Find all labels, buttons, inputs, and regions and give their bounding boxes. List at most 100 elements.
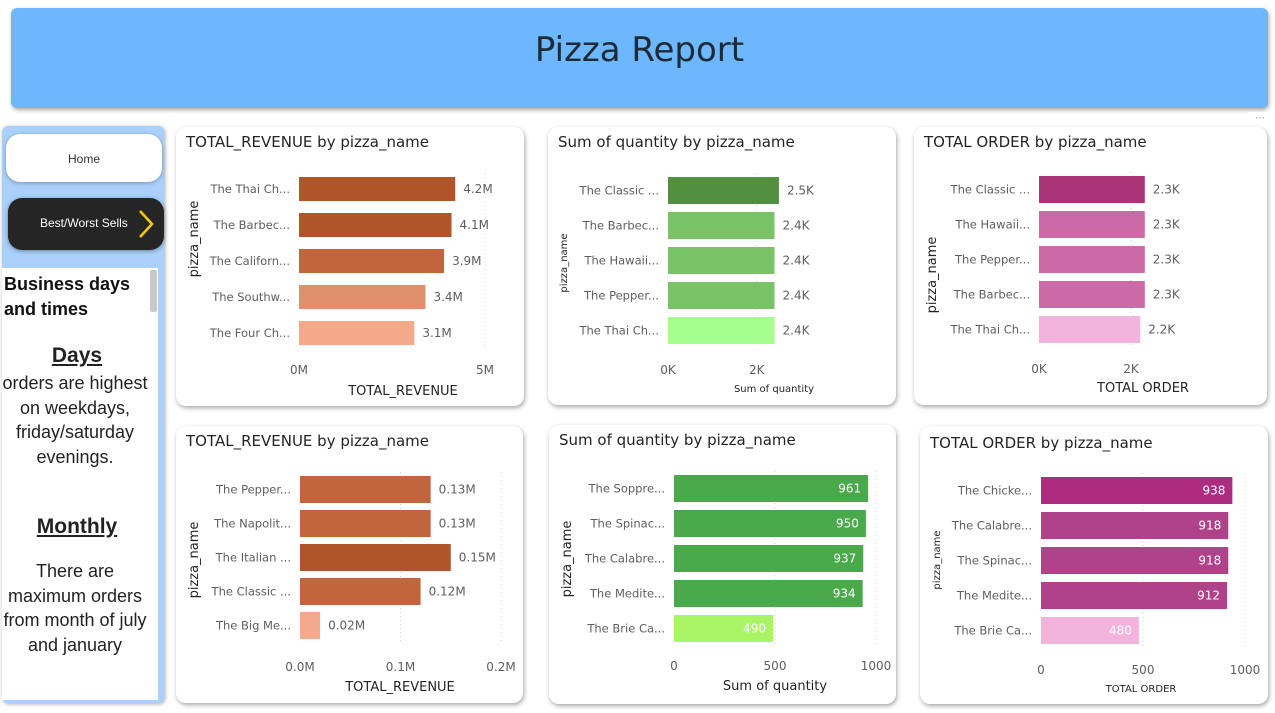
category-label: The Calabre... <box>584 552 665 566</box>
best-worst-sells-button[interactable]: Best/Worst Sells <box>8 198 164 250</box>
data-label: 480 <box>1109 624 1132 638</box>
category-label: The Medite... <box>589 587 665 601</box>
x-tick-label: 0.0M <box>285 660 314 674</box>
bar[interactable] <box>1041 617 1139 644</box>
bar[interactable] <box>1039 176 1145 203</box>
quantity-bottom-chart[interactable]: Sum of quantity by pizza_name 0 500 1000 Th… <box>549 425 896 704</box>
category-label: The Thai Ch... <box>578 324 659 338</box>
bar[interactable] <box>668 177 779 204</box>
category-label: The Barbec... <box>953 288 1030 302</box>
data-label: 0.15M <box>459 551 496 565</box>
category-label: The Spinac... <box>590 517 665 531</box>
bar[interactable] <box>300 510 431 537</box>
orders-bottom-chart[interactable]: TOTAL ORDER by pizza_name 0 500 1000 The Ch… <box>920 426 1268 704</box>
y-axis-title: pizza_name <box>187 201 202 278</box>
revenue-top-chart[interactable]: TOTAL_REVENUE by pizza_name 0M 5M The Thai… <box>176 127 524 406</box>
orders-top-chart[interactable]: TOTAL ORDER by pizza_name 0K 2K The Classi… <box>914 127 1267 405</box>
x-tick-label: 2K <box>749 363 766 377</box>
bar[interactable] <box>300 578 421 605</box>
category-label: The Southw... <box>211 290 290 304</box>
category-label: The Chicke... <box>957 484 1032 498</box>
category-label: The Medite... <box>956 589 1032 603</box>
bar[interactable] <box>299 321 415 345</box>
bar[interactable] <box>1041 477 1233 504</box>
revenue-bottom-chart-svg: 0.0M 0.1M 0.2M The Pepper... 0.13M The Napoli… <box>187 472 516 695</box>
data-label: 0.13M <box>439 517 476 531</box>
bar[interactable] <box>1041 512 1229 539</box>
x-tick-label: 2K <box>1123 362 1140 376</box>
quantity-top-chart[interactable]: Sum of quantity by pizza_name 0K 2K The Cl… <box>548 127 896 405</box>
bar[interactable] <box>1039 316 1141 343</box>
y-axis-title: pizza_name <box>925 237 940 314</box>
x-tick-label: 1000 <box>1230 663 1261 677</box>
home-button[interactable]: Home <box>6 134 162 182</box>
data-label: 4.2M <box>463 182 492 196</box>
data-label: 2.3K <box>1153 218 1181 232</box>
textbox-scrollbar[interactable] <box>150 270 157 312</box>
bar[interactable] <box>299 249 445 273</box>
bar[interactable] <box>674 580 863 607</box>
chart-title: Sum of quantity by pizza_name <box>559 431 796 449</box>
chart-title: TOTAL_REVENUE by pizza_name <box>186 133 430 151</box>
category-label: The Napolit... <box>213 517 291 531</box>
data-label: 3.1M <box>422 326 451 340</box>
orders-bottom-chart-svg: 0 500 1000 The Chicke... 938 The Calabre... 91… <box>932 473 1261 695</box>
x-tick-label: 0 <box>670 659 678 673</box>
bar[interactable] <box>1039 281 1145 308</box>
category-label: The Brie Ca... <box>586 622 665 636</box>
category-label: The Pepper... <box>215 483 291 497</box>
bar[interactable] <box>300 476 431 503</box>
insights-textbox <box>2 268 158 700</box>
category-label: The Hawaii... <box>583 254 659 268</box>
data-label: 2.3K <box>1153 288 1181 302</box>
bar[interactable] <box>668 212 775 239</box>
x-tick-label: 0K <box>1031 362 1048 376</box>
data-label: 2.4K <box>783 254 811 268</box>
orders-top-chart-svg: 0K 2K The Classic ... 2.3K The Hawaii... 2.3K… <box>925 172 1189 396</box>
bar[interactable] <box>1041 582 1228 609</box>
bar[interactable] <box>300 544 451 571</box>
data-label: 2.3K <box>1153 253 1181 267</box>
bar[interactable] <box>674 545 864 572</box>
chart-title: TOTAL ORDER by pizza_name <box>924 133 1147 151</box>
more-options-icon[interactable]: ⋯ <box>1248 112 1272 126</box>
quantity-bottom-chart-svg: 0 500 1000 The Soppre... 961 The Spinac... 950… <box>560 471 892 694</box>
bar[interactable] <box>674 475 869 502</box>
x-tick-label: 0 <box>1037 663 1045 677</box>
x-axis-title: Sum of quantity <box>723 679 827 694</box>
days-text: orders are highest on weekdays, friday/s… <box>2 373 148 467</box>
monthly-text: There are maximum orders from month of j… <box>3 561 147 655</box>
category-label: The Four Ch... <box>209 326 290 340</box>
report-header: Pizza Report <box>11 8 1268 108</box>
bar[interactable] <box>674 510 866 537</box>
x-tick-label: 1000 <box>861 659 892 673</box>
category-label: The Barbec... <box>213 218 290 232</box>
bar[interactable] <box>1039 211 1145 238</box>
x-tick-label: 0K <box>660 363 677 377</box>
bar[interactable] <box>668 317 775 344</box>
monthly-title: Monthly <box>36 515 118 538</box>
bar[interactable] <box>299 285 426 309</box>
bar[interactable] <box>1041 547 1229 574</box>
data-label: 961 <box>838 482 861 496</box>
bar[interactable] <box>668 282 775 309</box>
category-label: The Classic ... <box>579 184 659 198</box>
category-label: The Thai Ch... <box>209 182 290 196</box>
data-label: 3.9M <box>452 254 481 268</box>
x-axis-title: Sum of quantity <box>734 384 814 395</box>
bar[interactable] <box>674 615 773 642</box>
data-label: 937 <box>833 552 856 566</box>
quantity-top-chart-svg: 0K 2K The Classic ... 2.5K The Barbec... 2.4K… <box>559 173 815 395</box>
page-title: Pizza Report <box>534 30 745 70</box>
revenue-bottom-chart[interactable]: TOTAL_REVENUE by pizza_name 0.0M 0.1M 0.2M… <box>176 426 523 703</box>
data-label: 950 <box>836 517 859 531</box>
bar[interactable] <box>300 612 321 639</box>
data-label: 2.4K <box>783 219 811 233</box>
bar[interactable] <box>1039 246 1145 273</box>
bar[interactable] <box>299 213 452 237</box>
bar[interactable] <box>299 177 456 201</box>
bar[interactable] <box>668 247 775 274</box>
data-label: 2.5K <box>787 184 815 198</box>
category-label: The Spinac... <box>957 554 1032 568</box>
data-label: 0.12M <box>429 585 466 599</box>
